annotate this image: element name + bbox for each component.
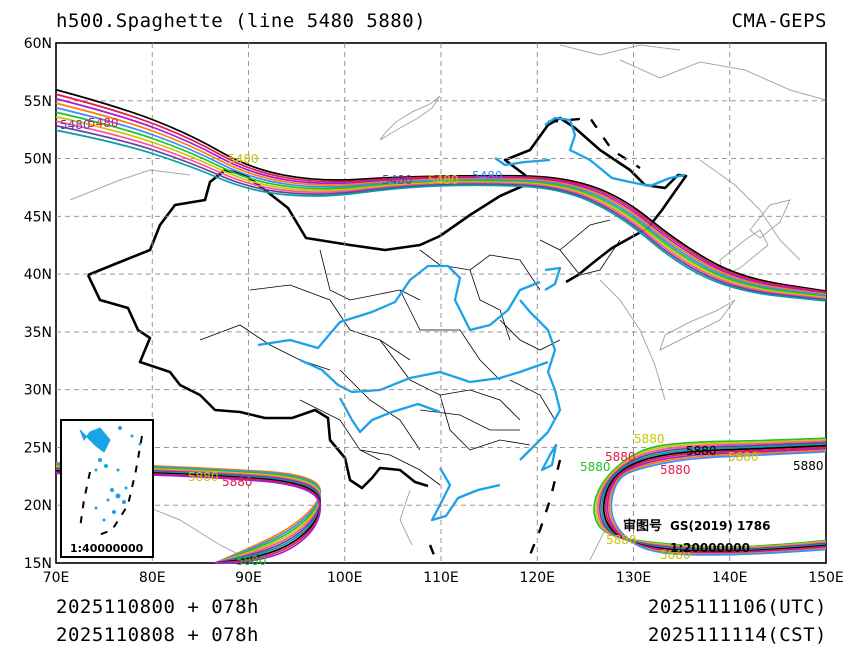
contour-label-5880: 5880 xyxy=(793,459,824,473)
contour-5480-member xyxy=(55,120,827,300)
contour-5880-member xyxy=(608,449,827,555)
contour-5480-member xyxy=(55,129,827,302)
contour-label-5480: 5480 xyxy=(88,116,119,130)
contour-label-5880: 5880 xyxy=(606,533,637,547)
map-title: h500.Spaghette (line 5480 5880) xyxy=(56,10,427,32)
contour-label-5880: 5880 xyxy=(686,444,717,458)
contour-5480-member xyxy=(55,111,827,298)
contour-5480-member xyxy=(55,115,827,299)
contour-5480-member xyxy=(55,102,827,296)
lon-tick-label: 140E xyxy=(712,570,748,586)
contour-5880-member xyxy=(595,438,827,549)
contour-5480-member xyxy=(55,106,827,297)
lat-tick-label: 35N xyxy=(24,325,52,341)
contour-5880-member xyxy=(55,466,322,564)
contour-label-5880: 5880 xyxy=(634,432,665,446)
lat-tick-label: 25N xyxy=(24,440,52,456)
contour-5880-member xyxy=(55,472,322,564)
contour-label-5480: 5480 xyxy=(382,173,413,187)
inset-map: 1:40000000 xyxy=(60,419,154,558)
contour-5880-member xyxy=(55,462,322,564)
contour-5880-member xyxy=(55,461,322,564)
province-borders xyxy=(199,219,621,486)
contour-5880-member xyxy=(602,444,827,553)
contour-5880-member xyxy=(55,467,322,564)
longitude-axis-labels: 70E 80E 90E 100E 110E 120E 130E 140E 150E xyxy=(43,570,844,586)
lon-tick-label: 130E xyxy=(616,570,652,586)
contour-5480-member xyxy=(55,97,827,295)
data-source-label: CMA-GEPS xyxy=(731,10,827,32)
latitude-axis-labels: 15N 20N 25N 30N 35N 40N 45N 50N 55N 60N xyxy=(24,36,52,572)
contour-label-5880: 5880 xyxy=(580,460,611,474)
lon-tick-label: 80E xyxy=(139,570,166,586)
contour-5880-east-bundle xyxy=(593,437,827,556)
lon-tick-label: 90E xyxy=(235,570,262,586)
contour-label-5480: 5480 xyxy=(428,173,459,187)
lon-tick-label: 100E xyxy=(327,570,363,586)
contour-5480-bundle xyxy=(55,88,827,302)
contour-5880-member xyxy=(600,443,827,552)
lat-tick-label: 55N xyxy=(24,94,52,110)
lat-tick-label: 15N xyxy=(24,556,52,572)
contour-5880-member xyxy=(55,471,322,564)
lat-tick-label: 20N xyxy=(24,498,52,514)
main-scale: 1:20000000 xyxy=(670,541,750,555)
rivers-coast xyxy=(257,116,686,522)
contour-label-5480: 5480 xyxy=(228,152,259,166)
national-border xyxy=(86,116,688,490)
contour-5880-member xyxy=(604,446,827,554)
inset-scale: 1:40000000 xyxy=(70,542,144,555)
contour-5880-member xyxy=(597,440,827,550)
contour-label-5880: 5880 xyxy=(188,470,219,484)
contour-label-5480: 5480 xyxy=(472,169,503,183)
contour-5880-member xyxy=(606,447,827,555)
lon-tick-label: 70E xyxy=(43,570,70,586)
contour-label-5880: 5880 xyxy=(728,450,759,464)
review-code: GS(2019) 1786 xyxy=(670,519,770,533)
contour-label-5880: 5880 xyxy=(236,554,267,568)
lat-tick-label: 60N xyxy=(24,36,52,52)
lon-tick-label: 150E xyxy=(808,570,844,586)
init-time-utc: 2025110800 + 078h xyxy=(56,596,259,618)
lat-lon-grid xyxy=(56,43,826,563)
contour-labels: 5480 5480 5480 5480 5480 5480 5880 5880 … xyxy=(60,116,824,568)
contour-5880-member xyxy=(55,468,322,564)
contour-5880-west-bundle xyxy=(55,461,322,564)
contour-5880-member xyxy=(598,441,827,551)
contour-label-5880: 5880 xyxy=(605,450,636,464)
contour-5480-member xyxy=(55,124,827,301)
contour-label-5480: 5480 xyxy=(60,118,91,132)
contour-5480-member xyxy=(55,93,827,293)
lat-tick-label: 50N xyxy=(24,152,52,168)
contour-label-5880: 5880 xyxy=(222,475,253,489)
contour-5880-member xyxy=(55,465,322,564)
contour-5880-member xyxy=(55,464,322,564)
lat-tick-label: 45N xyxy=(24,209,52,225)
contour-5880-member xyxy=(55,470,322,564)
lat-tick-label: 40N xyxy=(24,267,52,283)
lon-tick-label: 120E xyxy=(519,570,555,586)
valid-time-utc: 2025111106(UTC) xyxy=(647,596,827,618)
lon-tick-label: 110E xyxy=(423,570,459,586)
contour-label-5880: 5880 xyxy=(660,463,691,477)
valid-time-cst: 2025111114(CST) xyxy=(647,624,827,646)
init-time-cst: 2025110808 + 078h xyxy=(56,624,259,646)
contour-5480-member xyxy=(55,88,827,292)
contour-5880-member xyxy=(610,450,827,556)
contour-5880-member xyxy=(593,437,827,548)
lat-tick-label: 30N xyxy=(24,383,52,399)
contour-label-5880: 5880 xyxy=(660,548,691,562)
review-number: 审图号 xyxy=(623,518,662,534)
